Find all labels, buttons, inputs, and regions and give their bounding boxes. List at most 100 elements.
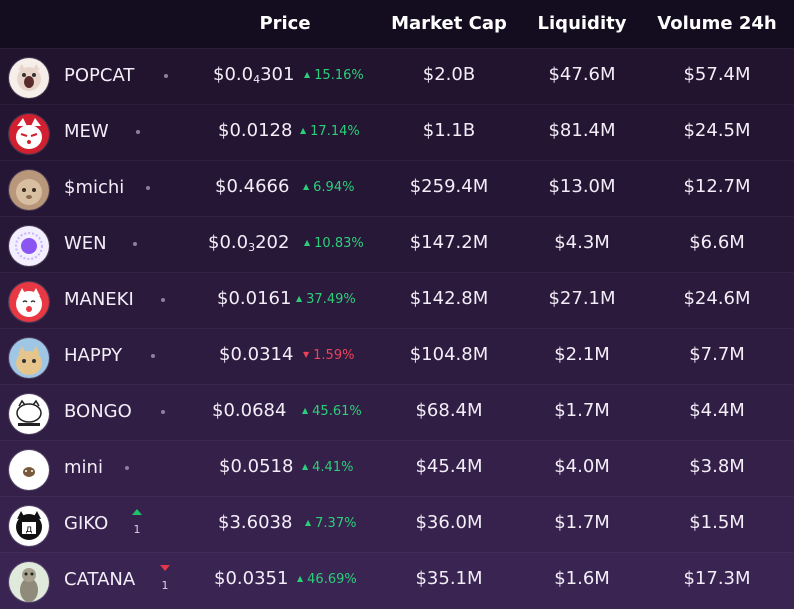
token-row[interactable]: д GIKO 1 $3.6038 ▲ 7.37% $36.0M $1.7M $1.5M <box>0 496 794 553</box>
arrow-up-icon: ▲ <box>296 294 303 303</box>
separator-dot-icon <box>161 298 165 302</box>
price-change-value: 1.59% <box>313 348 355 363</box>
liquidity-value: $1.7M <box>554 512 610 533</box>
token-row[interactable]: WEN $0.03202 ▲ 10.83% $147.2M $4.3M $6.6M <box>0 216 794 273</box>
token-price: $3.6038 <box>218 512 292 533</box>
happy-avatar-icon <box>8 337 50 379</box>
price-change: ▲ 45.61% <box>302 404 362 419</box>
price-change: ▲ 37.49% <box>296 292 356 307</box>
arrow-up-icon: ▲ <box>305 518 312 527</box>
volume-24h-value: $24.6M <box>683 288 751 309</box>
token-row[interactable]: CATANA 1 $0.0351 ▲ 46.69% $35.1M $1.6M $17.3M <box>0 552 794 609</box>
token-price: $0.0128 <box>218 120 292 141</box>
market-cap-value: $36.0M <box>415 512 483 533</box>
price-main: $0.4666 <box>215 176 290 197</box>
rank-down-icon <box>160 565 170 571</box>
token-row[interactable]: MANEKI $0.0161 ▲ 37.49% $142.8M $27.1M $24.6M <box>0 272 794 329</box>
separator-dot-icon <box>164 74 168 78</box>
price-main: $0.0128 <box>218 120 293 141</box>
token-row[interactable]: MEW $0.0128 ▲ 17.14% $1.1B $81.4M $24.5M <box>0 104 794 161</box>
arrow-up-icon: ▲ <box>304 238 311 247</box>
price-change: ▲ 10.83% <box>304 236 364 251</box>
price-significant-digits: 301 <box>260 64 295 85</box>
column-header-liquidity[interactable]: Liquidity <box>537 13 627 34</box>
token-price: $0.0684 <box>212 400 286 421</box>
liquidity-value: $1.6M <box>554 568 610 589</box>
maneki-avatar-icon <box>8 281 50 323</box>
market-cap-value: $1.1B <box>422 120 476 141</box>
token-name[interactable]: BONGO <box>64 401 132 422</box>
michi-avatar-icon <box>8 169 50 211</box>
price-change-value: 37.49% <box>306 292 356 307</box>
price-main: $0.0314 <box>219 344 294 365</box>
price-significant-digits: 202 <box>255 232 290 253</box>
mini-avatar-icon <box>8 449 50 491</box>
liquidity-value: $47.6M <box>548 64 616 85</box>
token-price: $0.04301 <box>213 64 294 86</box>
token-row[interactable]: $michi $0.4666 ▲ 6.94% $259.4M $13.0M $12.7M <box>0 160 794 217</box>
token-name[interactable]: mini <box>64 457 103 478</box>
rank-up-icon <box>132 509 142 515</box>
price-change: ▲ 15.16% <box>304 68 364 83</box>
token-price: $0.0518 <box>219 456 293 477</box>
rank-change-indicator: 1 <box>129 509 145 536</box>
svg-text:д: д <box>26 524 33 535</box>
catana-avatar-icon <box>8 561 50 603</box>
column-header-volume-24h[interactable]: Volume 24h <box>657 13 777 34</box>
price-change-value: 6.94% <box>313 180 355 195</box>
token-row[interactable]: HAPPY $0.0314 ▼ 1.59% $104.8M $2.1M $7.7M <box>0 328 794 385</box>
price-change-value: 10.83% <box>314 236 364 251</box>
mew-avatar-icon <box>8 113 50 155</box>
arrow-up-icon: ▲ <box>302 406 309 415</box>
token-name[interactable]: CATANA <box>64 569 136 590</box>
token-name[interactable]: MEW <box>64 121 109 142</box>
market-cap-value: $45.4M <box>415 456 483 477</box>
rank-change-value: 1 <box>133 523 141 536</box>
price-change-value: 15.16% <box>314 68 364 83</box>
liquidity-value: $4.0M <box>554 456 610 477</box>
separator-dot-icon <box>136 130 140 134</box>
market-cap-value: $259.4M <box>409 176 489 197</box>
token-price: $0.4666 <box>215 176 289 197</box>
price-main: $0.0684 <box>212 400 287 421</box>
token-name[interactable]: WEN <box>64 233 107 254</box>
token-row[interactable]: mini $0.0518 ▲ 4.41% $45.4M $4.0M $3.8M <box>0 440 794 497</box>
token-name[interactable]: POPCAT <box>64 65 135 86</box>
token-price: $0.03202 <box>208 232 289 254</box>
column-header-market-cap[interactable]: Market Cap <box>391 13 507 34</box>
wen-avatar-icon <box>8 225 50 267</box>
separator-dot-icon <box>133 242 137 246</box>
volume-24h-value: $12.7M <box>683 176 751 197</box>
price-change: ▼ 1.59% <box>303 348 354 363</box>
price-change-value: 4.41% <box>312 460 354 475</box>
column-header-price[interactable]: Price <box>259 13 311 34</box>
market-cap-value: $2.0B <box>422 64 476 85</box>
arrow-up-icon: ▲ <box>300 126 307 135</box>
rank-change-indicator: 1 <box>157 565 173 592</box>
price-main: $0.0 <box>208 232 249 253</box>
price-change-value: 45.61% <box>312 404 362 419</box>
token-price: $0.0161 <box>217 288 291 309</box>
token-name[interactable]: HAPPY <box>64 345 123 366</box>
volume-24h-value: $57.4M <box>683 64 751 85</box>
token-name[interactable]: $michi <box>64 177 125 198</box>
price-change: ▲ 7.37% <box>305 516 356 531</box>
price-change-value: 46.69% <box>307 572 357 587</box>
token-row[interactable]: POPCAT $0.04301 ▲ 15.16% $2.0B $47.6M $57.4M <box>0 48 794 105</box>
price-main: $3.6038 <box>218 512 293 533</box>
giko-avatar-icon: д <box>8 505 50 547</box>
arrow-up-icon: ▲ <box>303 182 310 191</box>
arrow-up-icon: ▲ <box>304 70 311 79</box>
price-main: $0.0161 <box>217 288 292 309</box>
separator-dot-icon <box>125 466 129 470</box>
price-main: $0.0518 <box>219 456 294 477</box>
price-zero-count: 4 <box>253 73 261 86</box>
price-change: ▲ 46.69% <box>297 572 357 587</box>
token-name[interactable]: GIKO <box>64 513 109 534</box>
market-cap-value: $68.4M <box>415 400 483 421</box>
token-row[interactable]: BONGO $0.0684 ▲ 45.61% $68.4M $1.7M $4.4M <box>0 384 794 441</box>
token-name[interactable]: MANEKI <box>64 289 134 310</box>
token-price: $0.0314 <box>219 344 293 365</box>
liquidity-value: $2.1M <box>554 344 610 365</box>
